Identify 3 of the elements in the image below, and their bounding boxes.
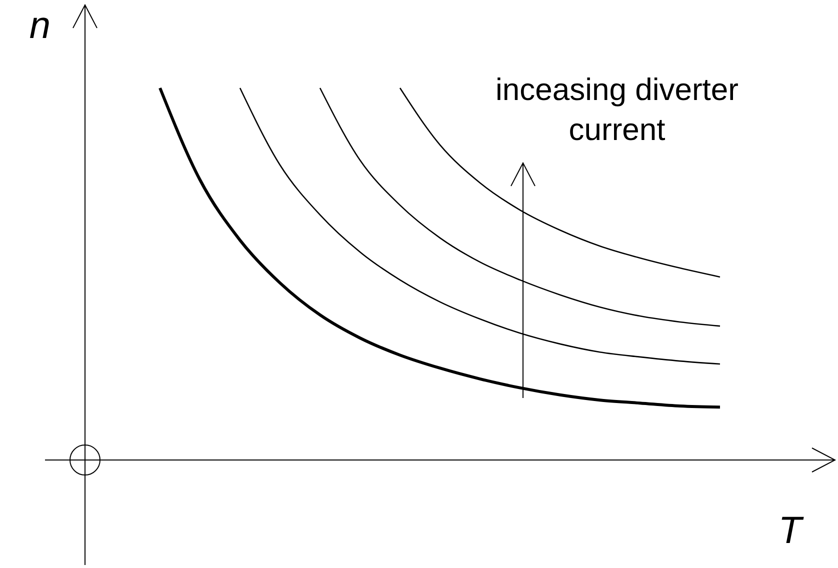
y-axis-title: n <box>29 5 51 47</box>
x-axis-title: T <box>778 510 804 552</box>
annotation: inceasing diverter current <box>494 71 740 149</box>
